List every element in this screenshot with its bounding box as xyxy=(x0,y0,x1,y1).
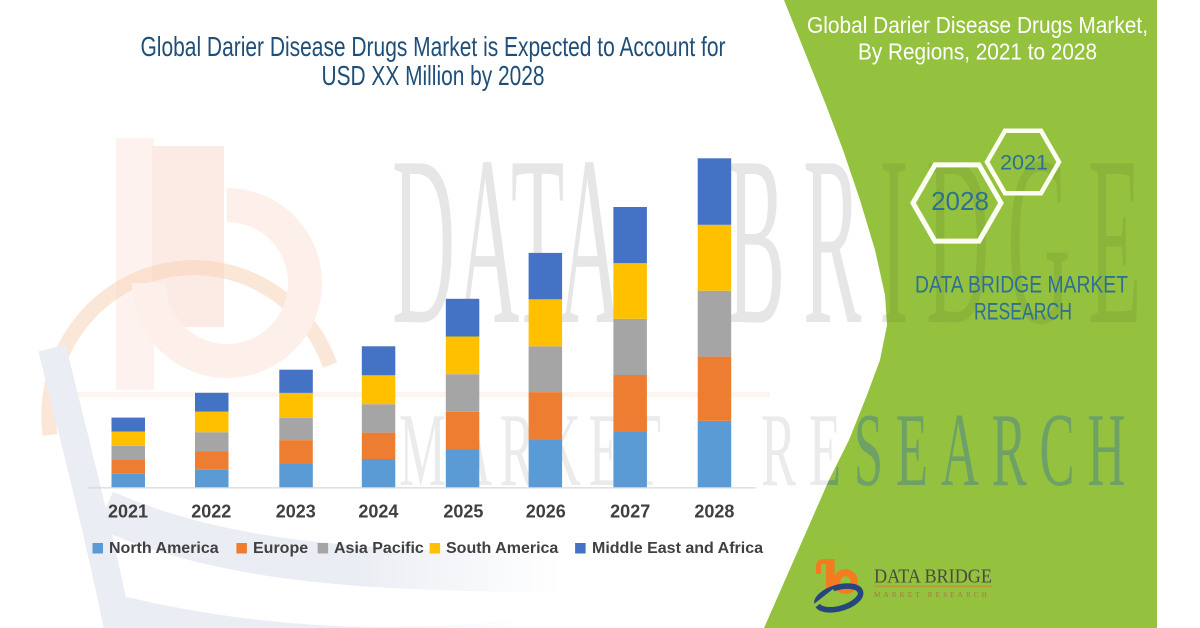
svg-text:North America: North America xyxy=(109,540,219,557)
svg-text:MARKET RESEARCH: MARKET RESEARCH xyxy=(874,591,990,599)
svg-text:RESEARCH: RESEARCH xyxy=(974,299,1072,326)
svg-text:2022: 2022 xyxy=(191,502,231,522)
svg-text:DATA BRIDGE MARKET: DATA BRIDGE MARKET xyxy=(915,272,1128,299)
svg-text:2024: 2024 xyxy=(358,502,398,522)
svg-text:South America: South America xyxy=(446,540,558,557)
svg-text:2021: 2021 xyxy=(108,502,148,522)
svg-text:Asia Pacific: Asia Pacific xyxy=(334,540,424,557)
svg-text:Global Darier Disease Drugs Ma: Global Darier Disease Drugs Market, xyxy=(807,12,1148,38)
svg-text:2023: 2023 xyxy=(276,502,316,522)
svg-text:2025: 2025 xyxy=(443,502,483,522)
svg-text:2021: 2021 xyxy=(1000,151,1048,175)
svg-text:Middle East and Africa: Middle East and Africa xyxy=(592,540,763,557)
svg-text:DATA BRIDGE: DATA BRIDGE xyxy=(874,566,992,588)
svg-text:Europe: Europe xyxy=(253,540,308,557)
svg-text:USD XX Million by 2028: USD XX Million by 2028 xyxy=(322,60,545,91)
svg-text:DATA: DATA xyxy=(392,108,623,375)
svg-text:By Regions, 2021 to 2028: By Regions, 2021 to 2028 xyxy=(858,39,1097,65)
svg-text:2028: 2028 xyxy=(931,186,989,216)
svg-text:2027: 2027 xyxy=(610,502,650,522)
svg-text:2028: 2028 xyxy=(694,502,734,522)
svg-text:2026: 2026 xyxy=(526,502,566,522)
svg-text:Global Darier Disease Drugs Ma: Global Darier Disease Drugs Market is Ex… xyxy=(141,31,726,62)
